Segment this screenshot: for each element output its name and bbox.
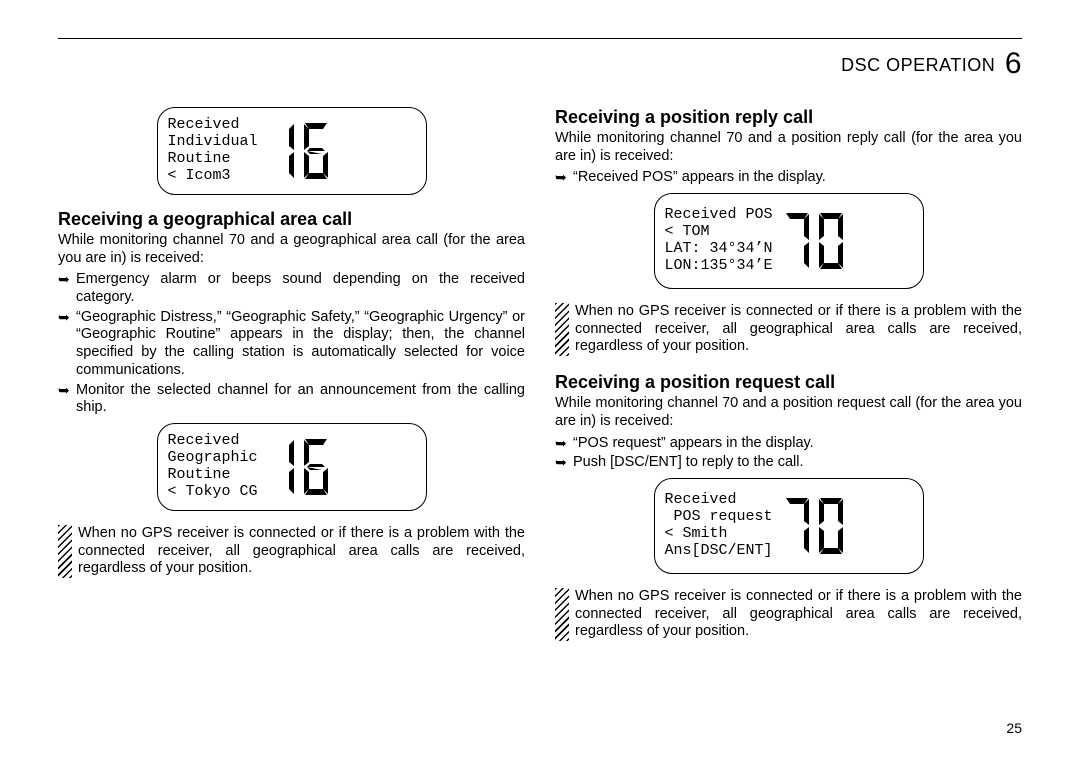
lcd-channel-number (266, 437, 334, 497)
lcd-text: Received Individual Routine < Icom3 (168, 117, 258, 184)
lcd-display-individual: Received Individual Routine < Icom3 (157, 107, 427, 195)
hatch-icon (555, 588, 569, 641)
note-pos-reply: When no GPS receiver is connected or if … (555, 303, 1022, 356)
heading-pos-request: Receiving a position request call (555, 372, 1022, 393)
left-column: Received Individual Routine < Icom3 Rece… (58, 101, 525, 657)
heading-geo-area: Receiving a geographical area call (58, 209, 525, 230)
bullet-item: “POS request” appears in the display. (555, 435, 1022, 453)
chapter-number: 6 (1005, 47, 1022, 80)
bullets-pos-request: “POS request” appears in the display. Pu… (555, 435, 1022, 472)
lcd-text: Received POS < TOM LAT: 34°34’N LON:135°… (665, 207, 773, 274)
bullet-item: Emergency alarm or beeps sound depending… (58, 271, 525, 306)
hatch-icon (555, 303, 569, 356)
note-text: When no GPS receiver is connected or if … (575, 588, 1022, 641)
bullets-geo-area: Emergency alarm or beeps sound depending… (58, 271, 525, 417)
note-pos-request: When no GPS receiver is connected or if … (555, 588, 1022, 641)
bullet-item: Push [DSC/ENT] to reply to the call. (555, 454, 1022, 472)
bullet-item: Monitor the selected channel for an anno… (58, 382, 525, 417)
lcd-text: Received Geographic Routine < Tokyo CG (168, 433, 258, 500)
page-header: DSC OPERATION 6 (58, 47, 1022, 81)
intro-pos-reply: While monitoring channel 70 and a positi… (555, 130, 1022, 165)
right-column: Receiving a position reply call While mo… (555, 101, 1022, 657)
bullet-item: “Geographic Distress,” “Geographic Safet… (58, 309, 525, 380)
lcd-channel-number (781, 496, 849, 556)
hatch-icon (58, 525, 72, 578)
lcd-channel-number (781, 211, 849, 271)
heading-pos-reply: Receiving a position reply call (555, 107, 1022, 128)
intro-geo-area: While monitoring channel 70 and a geogra… (58, 232, 525, 267)
top-rule (58, 38, 1022, 39)
lcd-display-pos-reply: Received POS < TOM LAT: 34°34’N LON:135°… (654, 193, 924, 289)
bullet-item: “Received POS” appears in the display. (555, 169, 1022, 187)
lcd-channel-number (266, 121, 334, 181)
page-number: 25 (1006, 720, 1022, 736)
lcd-display-pos-request: Received POS request < Smith Ans[DSC/ENT… (654, 478, 924, 574)
note-text: When no GPS receiver is connected or if … (78, 525, 525, 578)
intro-pos-request: While monitoring channel 70 and a positi… (555, 395, 1022, 430)
lcd-text: Received POS request < Smith Ans[DSC/ENT… (665, 492, 773, 559)
note-text: When no GPS receiver is connected or if … (575, 303, 1022, 356)
note-geo: When no GPS receiver is connected or if … (58, 525, 525, 578)
section-title: DSC OPERATION (841, 55, 995, 75)
lcd-display-geographic: Received Geographic Routine < Tokyo CG (157, 423, 427, 511)
bullets-pos-reply: “Received POS” appears in the display. (555, 169, 1022, 187)
